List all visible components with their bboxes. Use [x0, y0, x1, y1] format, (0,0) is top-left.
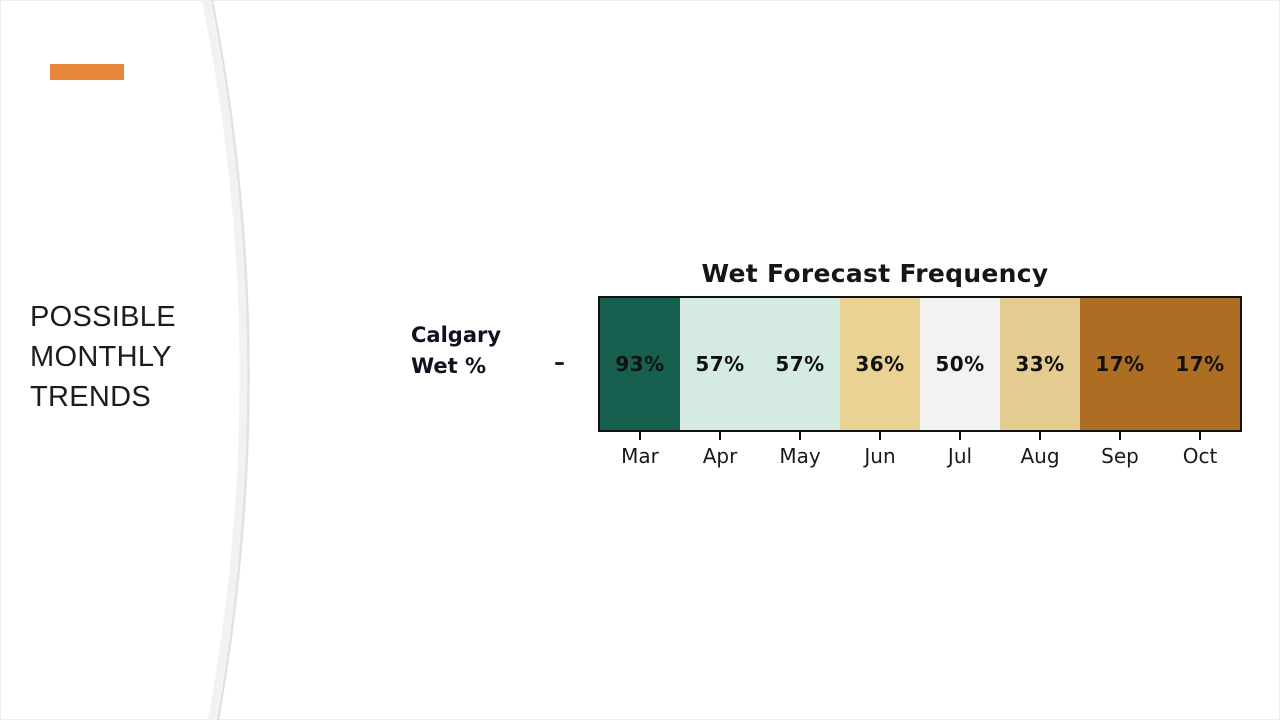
cell-value: 33%	[1015, 352, 1065, 376]
accent-bar	[50, 64, 124, 80]
heatmap-row: 93% 57% 57% 36% 50% 33% 17% 17%	[598, 296, 1242, 432]
heatmap-cell-jul: 50%	[920, 298, 1000, 430]
row-label-line2: Wet %	[411, 354, 487, 378]
x-axis-label-aug: Aug	[1020, 444, 1060, 468]
x-axis-label-may: May	[779, 444, 821, 468]
cell-value: 17%	[1175, 352, 1225, 376]
cell-value: 93%	[615, 352, 665, 376]
x-axis-label-sep: Sep	[1101, 444, 1139, 468]
row-label: Calgary Wet %	[411, 320, 561, 382]
y-axis-tick	[555, 362, 564, 365]
cell-value: 50%	[935, 352, 985, 376]
heatmap-cell-apr: 57%	[680, 298, 760, 430]
cell-value: 17%	[1095, 352, 1145, 376]
cell-value: 57%	[775, 352, 825, 376]
heatmap-cell-oct: 17%	[1160, 298, 1240, 430]
row-label-line1: Calgary	[411, 323, 502, 347]
x-axis-tick	[1039, 432, 1041, 440]
x-axis-label-jun: Jun	[864, 444, 896, 468]
x-axis-label-oct: Oct	[1182, 444, 1218, 468]
slide-title: POSSIBLE MONTHLY TRENDS	[30, 301, 176, 413]
x-axis-tick	[959, 432, 961, 440]
x-axis-tick	[639, 432, 641, 440]
x-axis-label-apr: Apr	[702, 444, 738, 468]
chart-title: Wet Forecast Frequency	[701, 259, 1049, 288]
x-axis-label-mar: Mar	[621, 444, 659, 468]
x-axis-labels: Mar Apr May Jun Jul Aug Sep Oct	[598, 444, 1242, 470]
heatmap-cell-aug: 33%	[1000, 298, 1080, 430]
x-axis-tick	[799, 432, 801, 440]
x-axis-ticks	[598, 432, 1242, 440]
x-axis-tick	[719, 432, 721, 440]
heatmap-cell-mar: 93%	[600, 298, 680, 430]
x-axis-label-jul: Jul	[947, 444, 973, 468]
heatmap-cell-jun: 36%	[840, 298, 920, 430]
x-axis-tick	[1199, 432, 1201, 440]
x-axis-tick	[879, 432, 881, 440]
cell-value: 57%	[695, 352, 745, 376]
cell-value: 36%	[855, 352, 905, 376]
heatmap-cell-may: 57%	[760, 298, 840, 430]
x-axis-tick	[1119, 432, 1121, 440]
heatmap-cell-sep: 17%	[1080, 298, 1160, 430]
